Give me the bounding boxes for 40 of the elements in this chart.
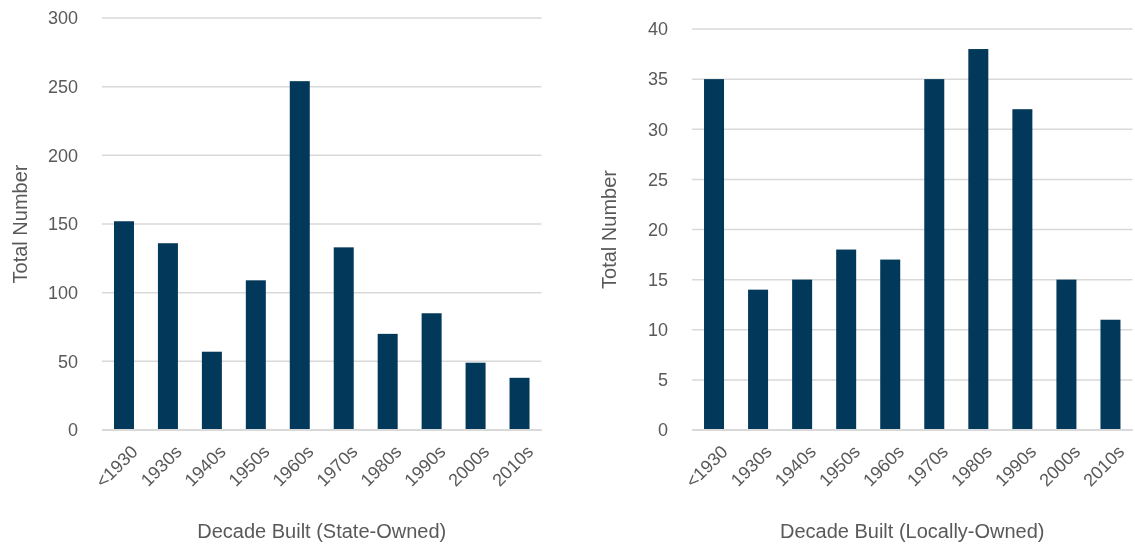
bar (704, 79, 725, 430)
bar (421, 313, 442, 430)
y-tick-label: 50 (57, 351, 78, 372)
y-tick-label: 300 (47, 8, 78, 29)
y-tick-label: 250 (47, 76, 78, 97)
y-tick-label: 0 (657, 420, 668, 441)
bar (880, 259, 901, 430)
x-axis-title: Decade Built (State-Owned) (197, 520, 447, 542)
y-tick-label: 30 (647, 119, 668, 140)
bar (289, 81, 310, 430)
y-tick-label: 0 (67, 420, 78, 441)
bar (924, 79, 945, 430)
y-tick-label: 200 (47, 145, 78, 166)
bar (968, 49, 989, 430)
y-axis-title: Total Number (598, 169, 620, 289)
bar (245, 280, 266, 430)
y-axis-title: Total Number (9, 164, 31, 284)
y-tick-label: 40 (647, 19, 668, 40)
bar (748, 289, 769, 430)
y-tick-label: 150 (47, 214, 78, 235)
bar (1100, 319, 1121, 430)
y-tick-label: 5 (657, 370, 668, 391)
bar (333, 247, 354, 430)
bar (113, 221, 134, 430)
y-tick-label: 15 (647, 269, 668, 290)
bar (1012, 109, 1033, 430)
y-tick-label: 25 (647, 169, 668, 190)
bar (1056, 279, 1077, 430)
bar (201, 351, 222, 430)
bar (377, 333, 398, 430)
y-tick-label: 20 (647, 219, 668, 240)
bar (792, 279, 813, 430)
bar (509, 377, 530, 430)
y-tick-label: 35 (647, 69, 668, 90)
bar (157, 243, 178, 430)
y-tick-label: 100 (47, 282, 78, 303)
bar (836, 249, 857, 430)
bar (465, 362, 486, 430)
y-tick-label: 10 (647, 320, 668, 341)
x-axis-title: Decade Built (Locally-Owned) (779, 520, 1045, 542)
